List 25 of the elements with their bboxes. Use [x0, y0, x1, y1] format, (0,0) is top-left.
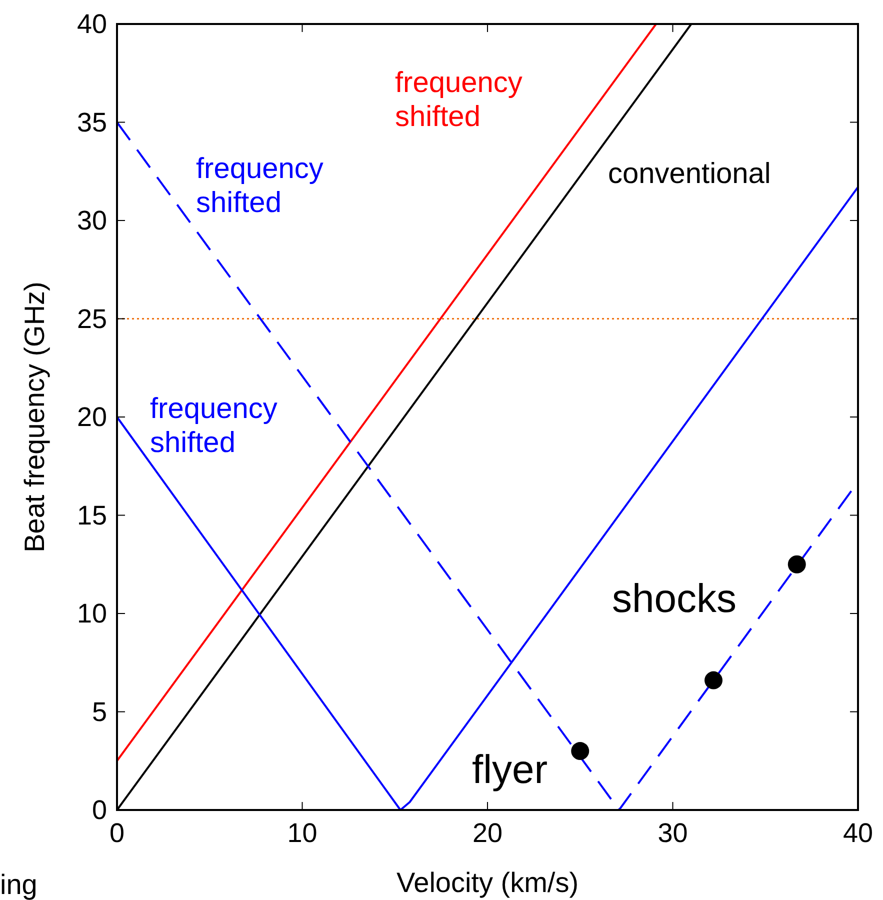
y-tick-label: 0 [92, 795, 107, 825]
x-axis-title: Velocity (km/s) [396, 867, 579, 898]
y-tick-label: 20 [76, 402, 107, 432]
y-tick-label: 35 [76, 107, 107, 138]
series-label: frequency shifted [150, 393, 278, 459]
annotation: shocks [612, 577, 736, 621]
series-label: frequency shifted [196, 153, 324, 219]
y-tick-label: 40 [76, 9, 107, 39]
x-tick-label: 20 [472, 818, 503, 848]
y-tick-label: 15 [76, 500, 107, 530]
y-tick-label: 5 [92, 696, 107, 727]
series-label: frequency shifted [395, 67, 523, 133]
series-label: conventional [608, 158, 771, 190]
y-tick-label: 25 [76, 304, 107, 334]
y-axis-title: Beat frequency (GHz) [19, 282, 50, 552]
y-tick-label: 10 [76, 598, 107, 628]
annotation: flyer [472, 748, 548, 792]
text: ing [0, 869, 38, 900]
y-tick-label: 30 [76, 206, 107, 236]
x-tick-label: 40 [842, 818, 874, 848]
point [788, 555, 806, 574]
point [704, 671, 723, 690]
x-tick-label: 10 [287, 818, 318, 848]
point [571, 742, 590, 760]
x-tick-label: 30 [658, 818, 688, 848]
